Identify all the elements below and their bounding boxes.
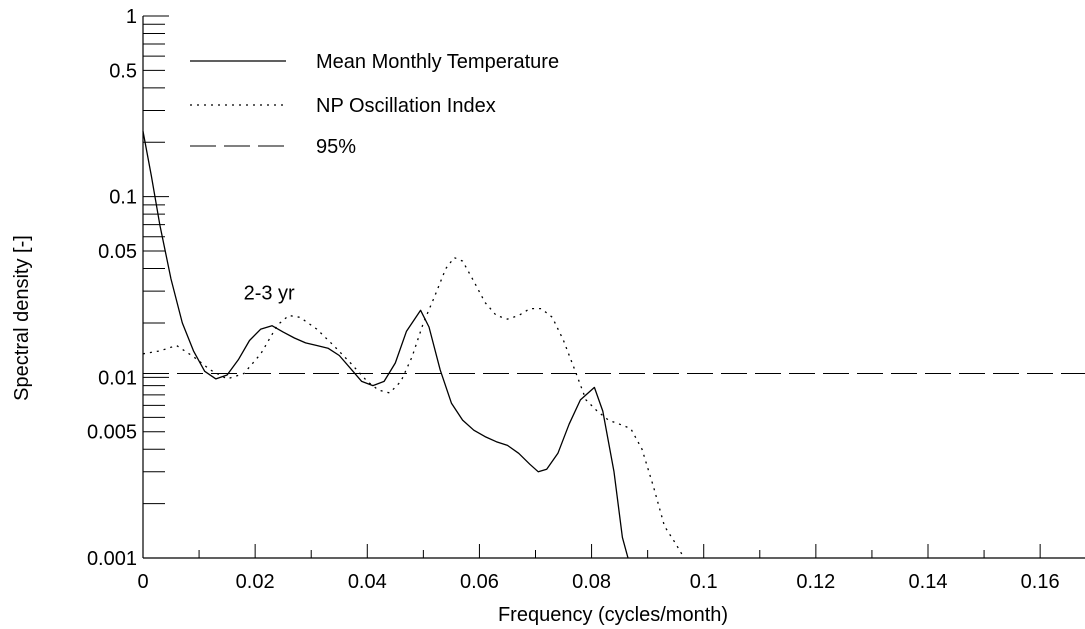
- x-tick-label: 0.1: [690, 571, 718, 593]
- legend-label-1: Mean Monthly Temperature: [316, 51, 559, 73]
- y-tick-label: 0.001: [87, 548, 137, 570]
- legend-label-3: 95%: [316, 136, 356, 158]
- x-tick-label: 0.12: [796, 571, 835, 593]
- series-line-2: [142, 256, 685, 559]
- series-line-1: [142, 131, 629, 559]
- x-axis-label: Frequency (cycles/month): [498, 604, 728, 626]
- x-tick-label: 0.16: [1021, 571, 1060, 593]
- x-tick-label: 0.08: [572, 571, 611, 593]
- x-axis-ticks: 0 0.02 0.04 0.06 0.08 0.1 0.12 0.14 0.16: [137, 544, 1060, 593]
- legend: Mean Monthly Temperature NP Oscillation I…: [190, 51, 559, 158]
- x-tick-label: 0: [137, 571, 148, 593]
- y-tick-label: 0.01: [98, 367, 137, 389]
- x-tick-label: 0.02: [236, 571, 275, 593]
- annotation-label: 2-3 yr: [244, 282, 295, 304]
- y-tick-label: 0.005: [87, 422, 137, 444]
- x-tick-label: 0.04: [348, 571, 387, 593]
- annotations: 2-3 yr: [244, 282, 295, 304]
- y-tick-label: 0.5: [109, 60, 137, 82]
- y-axis-ticks: 0.001 0.005 0.01 0.05 0.1 0.5 1: [87, 6, 169, 570]
- x-tick-label: 0.06: [460, 571, 499, 593]
- series-layer: [142, 131, 1085, 559]
- y-tick-label: 0.05: [98, 241, 137, 263]
- y-axis-label: Spectral density [-]: [11, 235, 33, 401]
- y-tick-label: 1: [126, 6, 137, 28]
- x-tick-label: 0.14: [909, 571, 948, 593]
- legend-label-2: NP Oscillation Index: [316, 95, 496, 117]
- y-tick-label: 0.1: [109, 187, 137, 209]
